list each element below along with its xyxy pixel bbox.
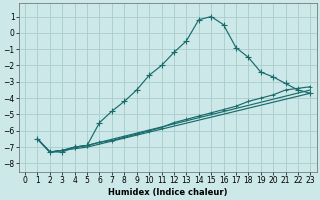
X-axis label: Humidex (Indice chaleur): Humidex (Indice chaleur) [108, 188, 228, 197]
